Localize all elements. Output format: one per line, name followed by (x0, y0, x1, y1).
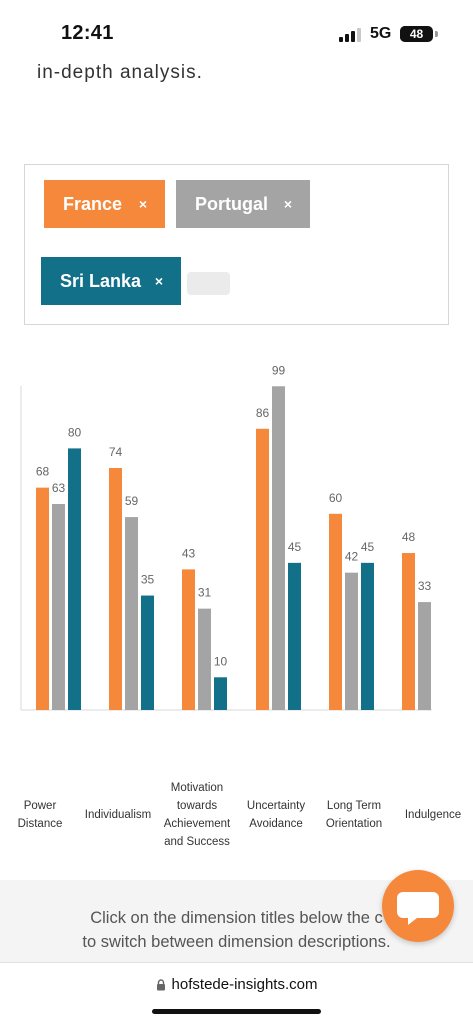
country-chip-label: France (63, 193, 123, 214)
bar-0-2 (68, 448, 81, 710)
data-label: 42 (345, 550, 359, 564)
network-type: 5G (370, 25, 392, 42)
bar-2-0 (182, 569, 195, 710)
category-label-line: Distance (18, 818, 63, 830)
instruction-line-2: to switch between dimension descriptions… (82, 933, 391, 951)
category-label-line: Orientation (326, 818, 382, 830)
battery-icon: 48 (400, 26, 433, 42)
status-time: 12:41 (61, 22, 114, 44)
country-chip-label: Portugal (195, 193, 269, 214)
data-label: 10 (214, 654, 228, 668)
category-label-line: Long Term (327, 800, 381, 812)
bar-2-1 (198, 608, 211, 710)
url-row[interactable]: hofstede-insights.com (0, 976, 473, 993)
remove-country-icon[interactable]: × (154, 273, 163, 289)
bar-4-1 (345, 572, 358, 710)
bar-3-1 (272, 386, 285, 710)
category-label: Long Term Orientation (326, 800, 382, 830)
data-label: 48 (402, 530, 416, 544)
data-label: 63 (52, 481, 66, 495)
country-chip-portugal[interactable]: Portugal × (176, 180, 310, 228)
remove-country-icon[interactable]: × (283, 196, 292, 212)
category-label: Individualism (85, 809, 151, 821)
data-label: 99 (272, 363, 286, 377)
bar-0-1 (52, 503, 65, 710)
bar-3-2 (288, 562, 301, 710)
data-label: 74 (109, 445, 123, 459)
bar-0-0 (36, 487, 49, 710)
bar-2-2 (214, 677, 227, 710)
bar-1-1 (125, 517, 138, 710)
home-indicator (152, 1009, 321, 1014)
bar-5-1 (418, 602, 431, 710)
category-label: Motivation towards Achievement and Success (164, 782, 231, 848)
battery-percent: 48 (409, 27, 424, 41)
category-label: Uncertainty Avoidance (247, 800, 305, 830)
category-label: Power Distance (18, 800, 63, 830)
add-country-input[interactable] (187, 272, 230, 295)
bar-1-2 (141, 595, 154, 710)
lock-icon (156, 978, 165, 990)
chat-button[interactable] (382, 870, 454, 942)
data-label: 59 (125, 494, 139, 508)
intro-text: in-depth analysis. (37, 62, 203, 83)
instruction-line-1: Click on the dimension titles below the … (90, 909, 383, 927)
data-label: 68 (36, 465, 50, 479)
bar-4-2 (361, 562, 374, 710)
signal-icon (339, 28, 363, 42)
bar-4-0 (329, 513, 342, 710)
category-label-line: Individualism (85, 809, 151, 821)
url-text: hofstede-insights.com (171, 976, 318, 993)
data-label: 43 (182, 546, 196, 560)
category-label-line: Avoidance (249, 818, 303, 830)
category-label-line: Uncertainty (247, 800, 305, 812)
instruction-text: Click on the dimension titles below the … (0, 906, 473, 954)
category-label-line: Motivation (171, 782, 223, 794)
browser-address-bar[interactable] (0, 962, 473, 1024)
category-label: Indulgence (405, 809, 461, 821)
category-label-line: Indulgence (405, 809, 461, 821)
data-label: 45 (361, 540, 375, 554)
bar-1-0 (109, 468, 122, 710)
category-label-line: towards (177, 800, 218, 812)
data-label: 86 (256, 406, 270, 420)
status-bar: 12:41 5G 48 (0, 0, 473, 62)
country-chip-france[interactable]: France × (44, 180, 165, 228)
country-chip-label: Sri Lanka (60, 270, 142, 291)
remove-country-icon[interactable]: × (138, 196, 147, 212)
data-label: 60 (329, 491, 343, 505)
bar-3-0 (256, 428, 269, 710)
data-label: 31 (198, 586, 212, 600)
data-label: 80 (68, 425, 82, 439)
country-chip-sri-lanka[interactable]: Sri Lanka × (41, 257, 181, 305)
category-label-line: Power (24, 800, 57, 812)
category-label-line: Achievement (164, 818, 231, 830)
data-label: 33 (418, 579, 432, 593)
data-label: 35 (141, 573, 155, 587)
chat-bubble-icon (397, 892, 439, 925)
category-label-line: and Success (164, 836, 230, 848)
data-label: 45 (288, 540, 302, 554)
bar-5-0 (402, 553, 415, 710)
